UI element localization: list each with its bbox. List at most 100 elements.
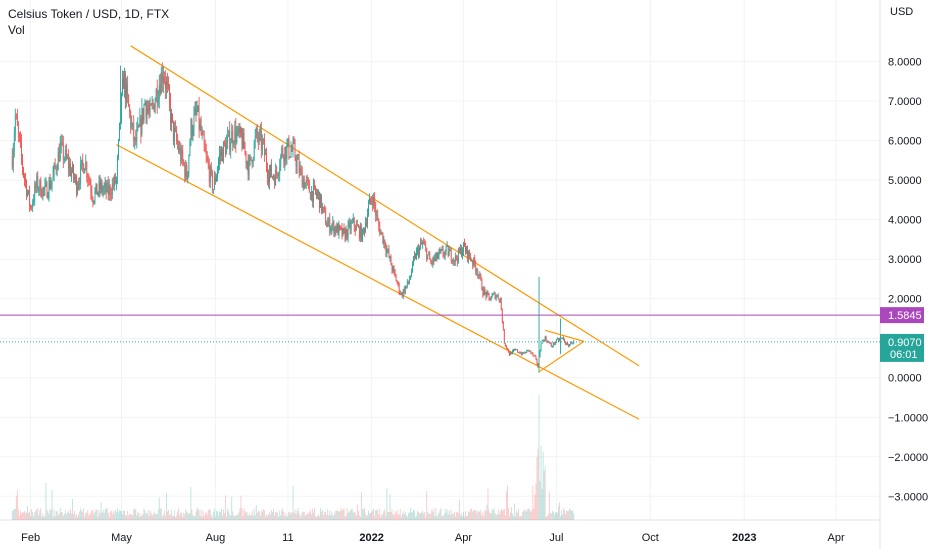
volume-bar xyxy=(484,510,486,520)
volume-bar xyxy=(223,509,224,520)
volume-bar xyxy=(234,515,236,520)
candle-body xyxy=(210,166,212,172)
volume-bar xyxy=(228,510,230,520)
candle-body xyxy=(86,162,88,177)
volume-bar xyxy=(452,513,454,520)
volume-bar xyxy=(543,470,545,520)
volume-bar xyxy=(230,515,232,520)
candle-body xyxy=(371,201,373,203)
candle-body xyxy=(240,127,242,136)
volume-bar xyxy=(210,515,212,520)
volume-bar xyxy=(333,515,335,520)
candle-body xyxy=(458,248,460,253)
candle-body xyxy=(492,293,494,296)
volume-bar xyxy=(364,508,365,520)
candle-body xyxy=(103,186,105,190)
candle-body xyxy=(54,164,56,167)
volume-bar xyxy=(60,512,62,520)
candle-body xyxy=(230,143,232,151)
candle-body xyxy=(487,292,489,294)
candle-body xyxy=(439,250,441,252)
volume-bar xyxy=(391,509,393,520)
candle-body xyxy=(273,176,274,178)
volume-bar xyxy=(296,510,298,520)
candle-body xyxy=(409,276,411,280)
candle-body xyxy=(11,156,13,168)
volume-bar xyxy=(138,512,140,520)
candle-body xyxy=(276,170,278,174)
volume-bar xyxy=(298,512,300,520)
candle-body xyxy=(563,337,564,340)
candle-body xyxy=(294,142,296,159)
candle-body xyxy=(515,349,516,351)
candle-body xyxy=(182,149,184,161)
candle-body xyxy=(470,256,472,261)
candle-body xyxy=(537,363,539,367)
candle-body xyxy=(498,299,500,301)
candle-body xyxy=(254,136,256,143)
candle-body xyxy=(238,127,240,134)
candle-body xyxy=(495,296,497,299)
volume-bar xyxy=(348,511,350,520)
volume-bar xyxy=(310,514,312,520)
volume-bar xyxy=(143,508,145,520)
candle-body xyxy=(497,295,499,300)
volume-bar xyxy=(195,511,197,520)
candle-body xyxy=(171,113,172,124)
candle-body xyxy=(89,179,91,185)
volume-bar xyxy=(479,511,481,520)
candle-body xyxy=(272,176,273,178)
volume-bar xyxy=(16,490,18,520)
candle-body xyxy=(493,292,495,294)
volume-bar xyxy=(505,491,507,520)
candle-body xyxy=(355,224,357,231)
candle-body xyxy=(370,198,371,202)
candle-body xyxy=(117,157,118,179)
candle-body xyxy=(385,247,387,253)
volume-bar xyxy=(531,510,533,520)
candle-body xyxy=(48,180,50,197)
volume-bar xyxy=(59,508,61,520)
volume-bar xyxy=(266,514,267,520)
volume-bar xyxy=(62,515,64,520)
candle-body xyxy=(286,145,288,160)
volume-bar xyxy=(468,511,469,520)
candle-body xyxy=(399,292,401,294)
volume-bar xyxy=(206,514,208,520)
candle-body xyxy=(531,352,533,354)
volume-bar xyxy=(108,516,110,520)
volume-bar xyxy=(269,512,270,520)
candle-body xyxy=(457,248,459,262)
volume-bar xyxy=(148,515,150,520)
volume-bar xyxy=(233,515,235,520)
candle-body xyxy=(367,214,368,225)
candle-body xyxy=(222,149,223,162)
candle-body xyxy=(20,137,21,143)
candle-body xyxy=(138,125,140,127)
candle-body xyxy=(159,85,161,94)
volume-bar xyxy=(217,511,218,520)
level-price-tag xyxy=(880,307,924,324)
candle-body xyxy=(73,165,74,178)
volume-bar xyxy=(107,513,109,520)
volume-bar xyxy=(455,511,457,520)
volume-bar xyxy=(389,494,391,520)
volume-bar xyxy=(102,509,104,520)
candle-body xyxy=(422,242,424,244)
volume-bar xyxy=(17,509,19,520)
volume-bar xyxy=(284,516,286,520)
volume-bar xyxy=(192,515,194,520)
volume-bar xyxy=(135,509,137,520)
volume-bar xyxy=(12,510,14,520)
candle-body xyxy=(108,186,110,195)
candle-body xyxy=(416,250,417,259)
volume-bar xyxy=(461,513,462,520)
volume-bar xyxy=(309,509,311,520)
volume-bar xyxy=(392,513,394,520)
volume-bar xyxy=(359,516,361,520)
candle-body xyxy=(353,217,355,227)
volume-bar xyxy=(502,509,504,520)
candle-body xyxy=(343,228,345,231)
candle-body xyxy=(88,178,90,180)
